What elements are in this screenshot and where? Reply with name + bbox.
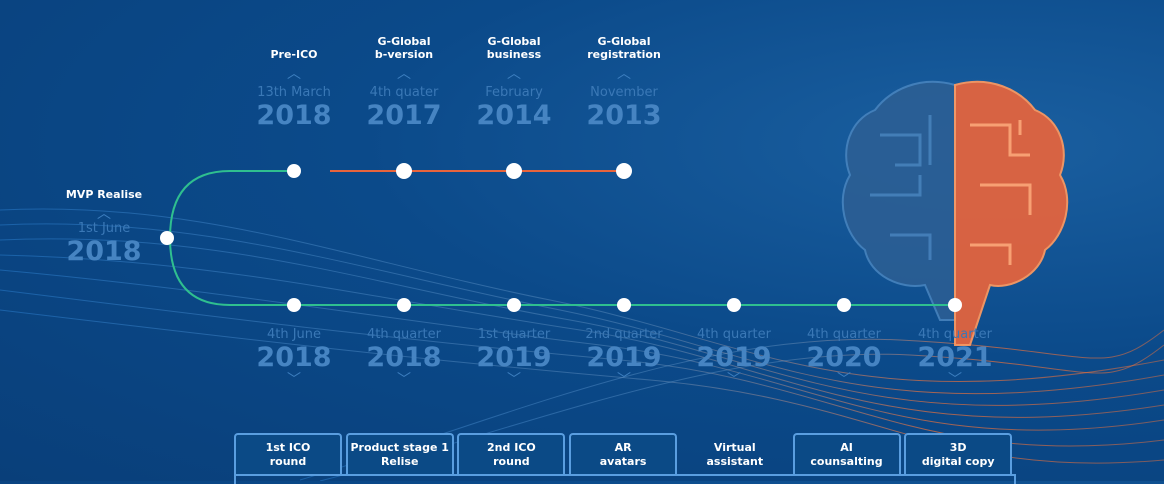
chevron-down-icon: ﹀	[397, 372, 411, 388]
event-title: MVP Realise	[65, 188, 143, 201]
event-year: 2018	[256, 100, 332, 131]
event-year: 2018	[66, 236, 142, 267]
tab-4[interactable]: Virtual assistant	[706, 441, 764, 468]
event-bottom: 2nd quarter 2019 ﹀	[569, 327, 679, 387]
chevron-down-icon: ﹀	[727, 372, 741, 388]
event-date: February	[485, 85, 543, 100]
event-top: G-Global b-version ︿ 4th quater 2017	[349, 33, 459, 131]
timeline-node	[727, 298, 741, 312]
chevron-up-icon: ︿	[97, 206, 111, 222]
chevron-down-icon: ﹀	[507, 372, 521, 388]
chevron-down-icon: ﹀	[287, 372, 301, 388]
timeline-node	[160, 231, 174, 245]
event-bottom: 4th quarter 2019 ﹀	[679, 327, 789, 387]
event-year: 2019	[476, 342, 552, 373]
chevron-down-icon: ﹀	[948, 372, 962, 388]
event-title: G-Global b-version	[374, 35, 434, 61]
event-top: G-Global registration ︿ November 2013	[569, 33, 679, 131]
event-year: 2017	[366, 100, 442, 131]
event-date: 1st quarter	[477, 327, 551, 342]
event-date: 13th March	[257, 85, 331, 100]
tab-1[interactable]: Product stage 1 Relise	[345, 433, 454, 475]
event-date: 4th quarter	[697, 327, 771, 342]
event-date: 4th quarter	[918, 327, 992, 342]
timeline-node	[287, 298, 301, 312]
event-mvp-realise: MVP Realise ︿ 1st June 2018	[49, 188, 159, 267]
event-year: 2021	[917, 342, 993, 373]
event-date: 2nd quarter	[585, 327, 663, 342]
event-date: 4th quater	[369, 85, 439, 100]
chevron-up-icon: ︿	[397, 66, 411, 82]
event-date: 4th quarter	[367, 327, 441, 342]
chevron-up-icon: ︿	[507, 66, 521, 82]
event-year: 2019	[696, 342, 772, 373]
tab-0[interactable]: 1st ICO round	[234, 433, 342, 475]
tab-content-panel	[234, 474, 1016, 484]
timeline-node	[617, 298, 631, 312]
event-bottom: 4th June 2018 ﹀	[239, 327, 349, 387]
event-top: Pre-ICO ︿ 13th March 2018	[239, 33, 349, 131]
timeline-node	[948, 298, 962, 312]
event-year: 2013	[586, 100, 662, 131]
chevron-up-icon: ︿	[617, 66, 631, 82]
event-title: Pre-ICO	[270, 48, 318, 61]
event-year: 2014	[476, 100, 552, 131]
timeline-node	[396, 163, 412, 179]
timeline-node	[287, 164, 301, 178]
tab-5[interactable]: AI counsalting	[792, 433, 901, 475]
event-bottom: 4th quarter 2020 ﹀	[789, 327, 899, 387]
event-title: G-Global registration	[587, 35, 661, 61]
event-top: G-Global business ︿ February 2014	[459, 33, 569, 131]
timeline-node	[397, 298, 411, 312]
event-year: 2018	[256, 342, 332, 373]
event-bottom: 4th quarter 2018 ﹀	[349, 327, 459, 387]
event-bottom: 4th quarter 2021 ﹀	[900, 327, 1010, 387]
chevron-down-icon: ﹀	[617, 372, 631, 388]
tab-2[interactable]: 2nd ICO round	[457, 433, 566, 475]
event-bottom: 1st quarter 2019 ﹀	[459, 327, 569, 387]
event-year: 2019	[586, 342, 662, 373]
event-date: 1st June	[77, 221, 131, 236]
tab-3[interactable]: AR avatars	[569, 433, 678, 475]
event-year: 2020	[806, 342, 882, 373]
timeline-node	[616, 163, 632, 179]
event-title: G-Global business	[486, 35, 542, 61]
event-date: November	[590, 85, 658, 100]
event-date: 4th June	[266, 327, 322, 342]
timeline-node	[507, 298, 521, 312]
timeline-node	[506, 163, 522, 179]
tab-6[interactable]: 3D digital copy	[904, 433, 1013, 475]
chevron-up-icon: ︿	[287, 66, 301, 82]
timeline-node	[837, 298, 851, 312]
brain-icon	[841, 80, 1069, 346]
event-date: 4th quarter	[807, 327, 881, 342]
chevron-down-icon: ﹀	[837, 372, 851, 388]
event-year: 2018	[366, 342, 442, 373]
